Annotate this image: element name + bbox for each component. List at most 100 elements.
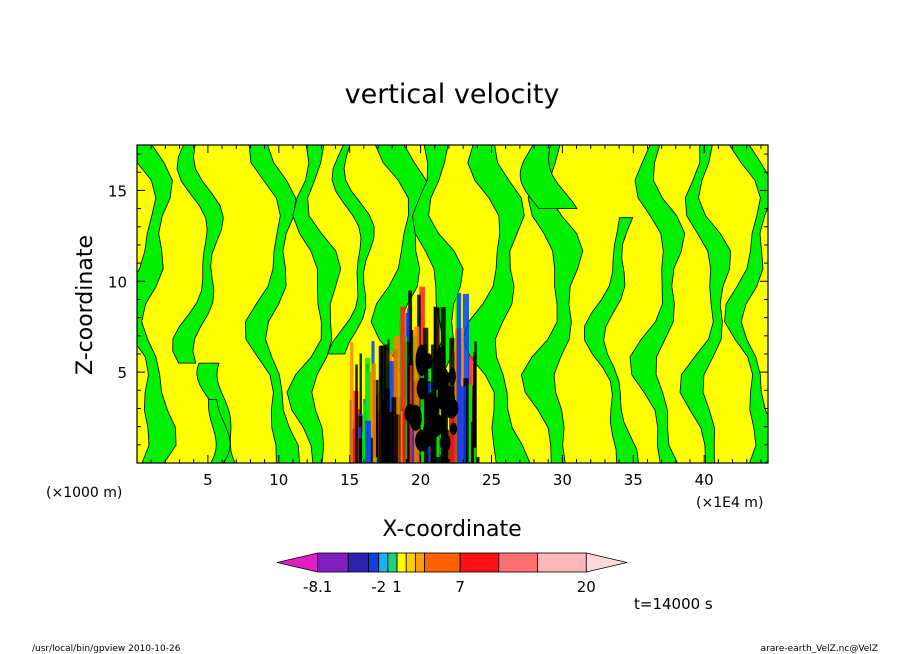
turbulence-core bbox=[439, 345, 446, 375]
green-band bbox=[327, 145, 375, 355]
green-band bbox=[583, 217, 639, 463]
turbulence-core bbox=[416, 377, 429, 400]
green-band bbox=[629, 145, 686, 463]
turbulence-streak bbox=[364, 420, 371, 463]
turbulence-streak bbox=[433, 306, 437, 463]
turbulence-streak bbox=[460, 386, 466, 463]
green-band bbox=[137, 145, 177, 463]
green-band bbox=[172, 145, 224, 364]
colorbar-segment bbox=[424, 552, 461, 573]
footer-right: arare-earth_VelZ.nc@VelZ bbox=[761, 644, 878, 654]
turbulence-streak bbox=[358, 438, 364, 463]
turbulence-streak bbox=[359, 353, 362, 463]
colorbar-segment bbox=[378, 552, 389, 573]
turbulence-core bbox=[409, 404, 422, 431]
colorbar-segment bbox=[459, 552, 500, 573]
chart-title: vertical velocity bbox=[345, 79, 560, 110]
colorbar-segment bbox=[405, 552, 416, 573]
x-tick-label: 40 bbox=[695, 471, 714, 489]
turbulence-core bbox=[437, 370, 451, 386]
turbulence-streak bbox=[414, 326, 420, 463]
turbulence-core bbox=[448, 366, 456, 386]
turbulence-streak bbox=[473, 447, 477, 463]
turbulence-streak bbox=[388, 411, 394, 463]
green-band bbox=[286, 145, 342, 463]
plot-frame bbox=[136, 144, 769, 464]
colorbar-level-label: -2 bbox=[371, 578, 386, 596]
green-band bbox=[244, 145, 301, 463]
turbulence-streak bbox=[387, 442, 390, 463]
turbulence-streak bbox=[420, 368, 425, 463]
turbulence-streak bbox=[362, 432, 365, 463]
turbulence-core bbox=[437, 382, 445, 410]
colorbar-segment bbox=[537, 552, 587, 573]
x-tick-label: 35 bbox=[624, 471, 643, 489]
x-tick-label: 20 bbox=[411, 471, 430, 489]
footer-left: /usr/local/bin/gpview 2010-10-26 bbox=[32, 644, 181, 654]
turbulence-streak bbox=[371, 363, 377, 463]
x-tick-label: 25 bbox=[482, 471, 501, 489]
turbulence-streak bbox=[387, 339, 390, 463]
colorbar-level-label: 1 bbox=[392, 578, 402, 596]
colorbar-segment bbox=[498, 552, 538, 573]
colorbar-segment bbox=[317, 552, 349, 573]
x-axis-label: X-coordinate bbox=[382, 517, 521, 542]
y-tick-label: 5 bbox=[117, 364, 127, 382]
turbulence-core bbox=[415, 429, 429, 452]
x-tick-label: 10 bbox=[269, 471, 288, 489]
turbulence-core bbox=[439, 433, 451, 452]
colorbar: -8.1 -2 1 7 20 bbox=[276, 552, 628, 596]
x-tick-label: 15 bbox=[340, 471, 359, 489]
turbulence-core bbox=[444, 397, 459, 419]
turbulence-core bbox=[426, 392, 437, 424]
turbulence-streak bbox=[411, 414, 416, 463]
turbulence-streak bbox=[463, 378, 469, 463]
turbulence-streak bbox=[449, 409, 457, 463]
turbulence-streak bbox=[391, 397, 397, 463]
green-band bbox=[679, 145, 732, 463]
colorbar-end-right bbox=[585, 552, 628, 573]
turbulence-streak bbox=[400, 410, 403, 463]
y-axis-label: Z-coordinate bbox=[73, 235, 98, 375]
x-unit-right: (×1E4 m) bbox=[696, 495, 763, 511]
green-band bbox=[724, 145, 768, 463]
colorbar-segment bbox=[387, 552, 398, 573]
turbulence-core bbox=[415, 344, 428, 376]
colorbar-level-label: 7 bbox=[455, 578, 465, 596]
turbulence-streak bbox=[382, 401, 387, 463]
turbulence-streak bbox=[456, 292, 462, 463]
x-unit-left: (×1000 m) bbox=[46, 485, 122, 501]
turbulence-streak bbox=[350, 341, 354, 463]
colorbar-segment bbox=[414, 552, 425, 573]
green-band bbox=[520, 145, 584, 463]
colorbar-level-label: 20 bbox=[577, 578, 596, 596]
colorbar-end-left bbox=[276, 552, 319, 573]
x-tick-label: 30 bbox=[553, 471, 572, 489]
y-tick-label: 15 bbox=[108, 182, 127, 200]
turbulence-streak bbox=[395, 414, 399, 463]
turbulence-streak bbox=[400, 306, 406, 463]
turbulence-core bbox=[449, 422, 458, 435]
turbulence-streak bbox=[355, 364, 358, 463]
turbulence-streak bbox=[467, 384, 473, 463]
turbulence-streak bbox=[393, 336, 400, 463]
turbulence-streak bbox=[404, 336, 407, 463]
turbulence-streak bbox=[474, 341, 477, 463]
plot-area: 5 10 15 20 25 30 35 40 5 10 15 bbox=[108, 144, 769, 489]
green-band bbox=[207, 399, 231, 463]
x-tick-label: 5 bbox=[203, 471, 213, 489]
colorbar-segment bbox=[347, 552, 369, 573]
green-band bbox=[519, 145, 578, 209]
turbulence-streak bbox=[470, 457, 475, 463]
turbulence-streak bbox=[378, 345, 383, 463]
y-tick-label: 10 bbox=[108, 273, 127, 291]
colorbar-level-label: -8.1 bbox=[303, 578, 332, 596]
turbulence-streak bbox=[381, 400, 384, 463]
turbulence-streak bbox=[364, 357, 371, 463]
turbulence-streak bbox=[435, 457, 440, 463]
time-label: t=14000 s bbox=[634, 595, 713, 613]
colorbar-segment bbox=[368, 552, 380, 573]
contour-field bbox=[137, 145, 768, 463]
colorbar-segment bbox=[396, 552, 407, 573]
